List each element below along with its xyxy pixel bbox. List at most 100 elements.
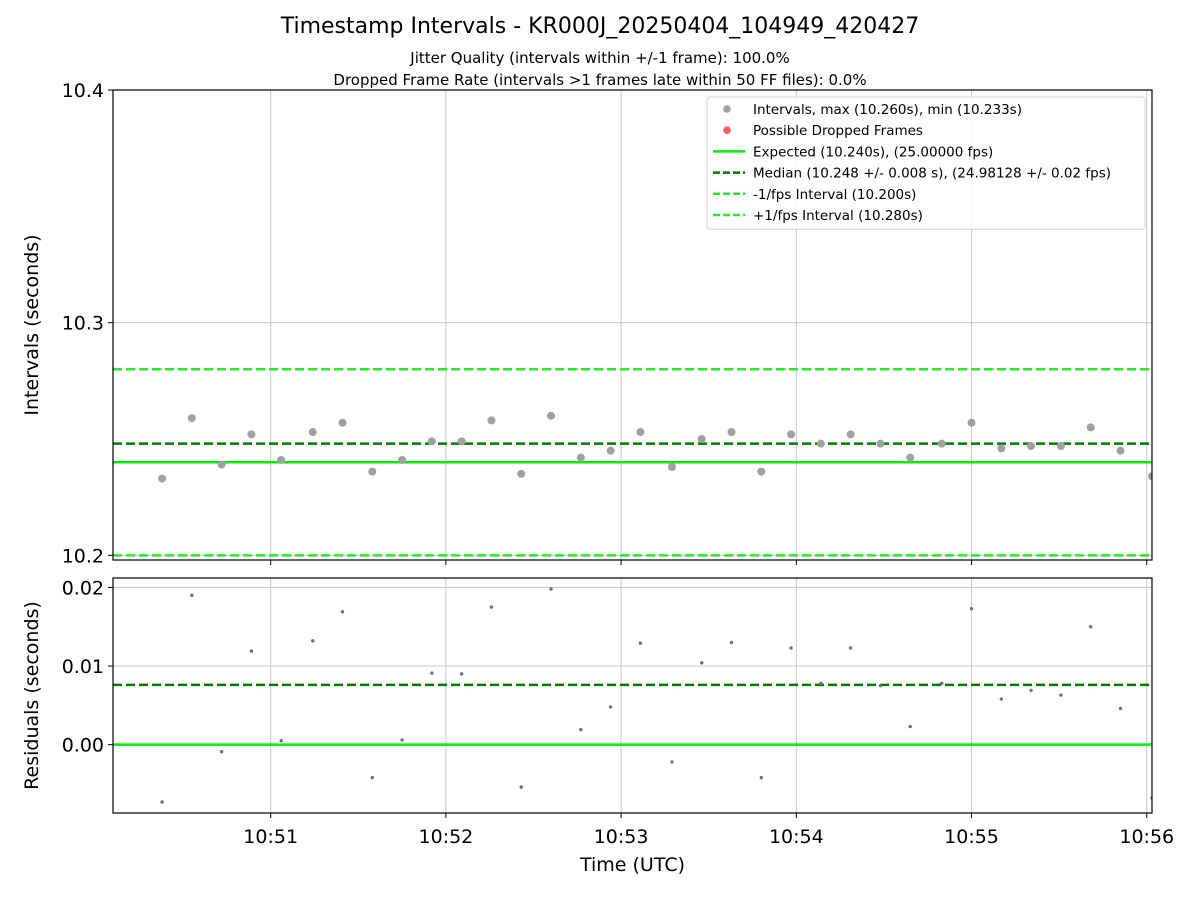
residual-point	[489, 605, 494, 609]
residual-point	[1029, 688, 1033, 693]
interval-point	[1027, 441, 1036, 450]
residual-point	[729, 640, 734, 645]
legend-box	[706, 96, 1146, 230]
interval-point	[1056, 441, 1065, 450]
legend-marker	[723, 105, 731, 113]
jitter-quality-subtitle: Jitter Quality (intervals within +/-1 fr…	[410, 49, 790, 67]
residual-point	[908, 724, 912, 729]
interval-point	[576, 453, 585, 462]
interval-point	[697, 435, 706, 444]
residual-point	[700, 661, 704, 665]
x-axis-label: Time (UTC)	[579, 854, 685, 876]
intervals-ytick-label: 10.3	[62, 313, 104, 335]
residuals-ylabel: Residuals (seconds)	[21, 601, 43, 790]
legend: Intervals, max (10.260s), min (10.233s) P…	[706, 96, 1146, 230]
intervals-data-layer	[113, 367, 1152, 557]
interval-point	[457, 437, 466, 446]
residuals-ytick-label: 0.00	[62, 735, 104, 757]
legend-label: -1/fps Interval (10.200s)	[753, 187, 916, 203]
residuals-plot: 0.00 0.01 0.02 10:51 10:52 10:53 10:54 10:55 10:…	[21, 577, 1174, 876]
residual-point	[878, 683, 883, 688]
xtick-label: 10:52	[419, 826, 474, 848]
residual-point	[940, 681, 944, 686]
residual-point	[190, 593, 194, 597]
residual-point	[519, 785, 523, 789]
interval-point	[158, 474, 167, 483]
legend-label: Expected (10.240s), (25.00000 fps)	[753, 144, 993, 160]
legend-label: Median (10.248 +/- 0.008 s), (24.98128 +…	[753, 166, 1111, 182]
legend-label: +1/fps Interval (10.280s)	[753, 208, 923, 224]
interval-point	[606, 446, 615, 455]
residual-point	[819, 681, 823, 686]
legend-label: Intervals, max (10.260s), min (10.233s)	[753, 102, 1022, 118]
interval-point	[997, 444, 1006, 453]
intervals-axes-frame	[112, 89, 1153, 561]
residual-point	[1118, 706, 1123, 711]
interval-point	[937, 439, 946, 448]
residual-point	[400, 738, 404, 742]
interval-point	[398, 455, 407, 464]
interval-point	[967, 418, 976, 427]
residual-point	[638, 641, 643, 645]
interval-point	[757, 467, 766, 476]
intervals-ytick-label: 10.4	[62, 80, 104, 102]
residuals-ytick-label: 0.02	[62, 577, 104, 599]
residual-point	[670, 760, 674, 764]
interval-point	[846, 430, 855, 439]
residual-point	[789, 646, 793, 650]
residual-point	[430, 671, 434, 675]
interval-point	[368, 467, 377, 476]
residual-point	[370, 775, 375, 780]
residual-point	[279, 738, 283, 743]
interval-point	[876, 439, 885, 448]
residual-point	[969, 606, 974, 611]
intervals-ylabel: Intervals (seconds)	[21, 234, 43, 415]
interval-point	[277, 455, 286, 464]
interval-point	[547, 411, 556, 420]
residual-point	[999, 697, 1004, 701]
residuals-ytick-label: 0.01	[62, 656, 104, 678]
interval-point	[338, 418, 347, 427]
legend-marker	[723, 126, 731, 134]
residual-point	[459, 672, 464, 676]
interval-point	[727, 428, 736, 437]
residual-point	[848, 646, 853, 650]
interval-point	[487, 416, 496, 425]
legend-label: Possible Dropped Frames	[753, 123, 923, 139]
xtick-label: 10:53	[594, 826, 649, 848]
chart-title: Timestamp Intervals - KR000J_20250404_10…	[280, 14, 920, 39]
residual-point	[759, 775, 763, 780]
intervals-ytick-label: 10.2	[62, 545, 104, 567]
interval-point	[787, 430, 796, 439]
intervals-plot: 10.2 10.3 10.4 Intervals (seconds) Intervals…	[21, 80, 1153, 567]
interval-point	[636, 428, 645, 437]
residual-point	[608, 705, 613, 709]
residual-point	[340, 610, 345, 614]
residuals-axes-frame	[112, 577, 1153, 814]
xtick-label: 10:54	[769, 826, 824, 848]
xtick-label: 10:56	[1119, 826, 1174, 848]
residual-point	[160, 800, 164, 804]
interval-point	[1116, 446, 1125, 455]
interval-point	[667, 462, 676, 471]
residual-point	[579, 727, 583, 732]
xtick-label: 10:51	[243, 826, 298, 848]
residual-point	[1059, 693, 1063, 697]
interval-point	[187, 414, 196, 423]
interval-point	[816, 439, 825, 448]
residual-point	[249, 649, 254, 653]
interval-point	[217, 460, 226, 469]
dropped-frame-subtitle: Dropped Frame Rate (intervals >1 frames …	[333, 71, 867, 89]
interval-point	[308, 428, 317, 437]
residual-point	[311, 639, 315, 643]
residuals-data-layer	[113, 587, 1152, 804]
interval-point	[906, 453, 915, 462]
xtick-label: 10:55	[944, 826, 999, 848]
residual-point	[549, 587, 553, 591]
residual-point	[219, 749, 224, 754]
interval-point	[517, 469, 526, 478]
residual-point	[1088, 625, 1093, 629]
interval-point	[247, 430, 256, 439]
interval-point	[1148, 472, 1152, 481]
